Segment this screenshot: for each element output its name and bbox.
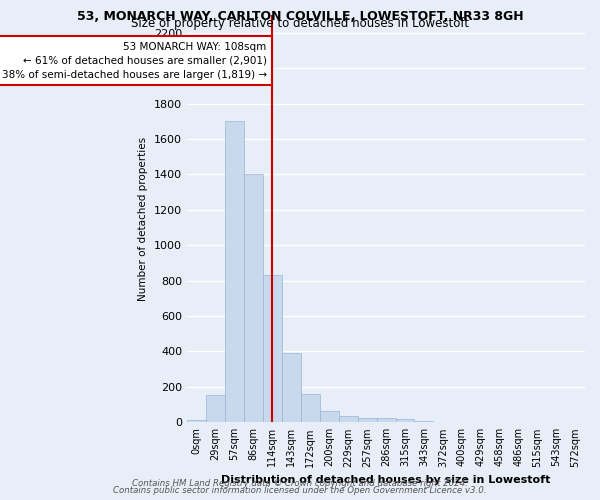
Bar <box>187 420 206 422</box>
Bar <box>206 395 225 422</box>
Bar <box>282 353 301 422</box>
Bar <box>263 276 282 422</box>
Bar <box>358 418 377 422</box>
Bar <box>377 418 395 422</box>
Bar <box>395 419 415 422</box>
Y-axis label: Number of detached properties: Number of detached properties <box>139 136 148 300</box>
Text: 53, MONARCH WAY, CARLTON COLVILLE, LOWESTOFT, NR33 8GH: 53, MONARCH WAY, CARLTON COLVILLE, LOWES… <box>77 10 523 23</box>
Bar <box>338 416 358 422</box>
Text: Size of property relative to detached houses in Lowestoft: Size of property relative to detached ho… <box>131 18 469 30</box>
Text: 53 MONARCH WAY: 108sqm
← 61% of detached houses are smaller (2,901)
38% of semi-: 53 MONARCH WAY: 108sqm ← 61% of detached… <box>2 42 266 80</box>
X-axis label: Distribution of detached houses by size in Lowestoft: Distribution of detached houses by size … <box>221 475 551 485</box>
Bar <box>301 394 320 422</box>
Bar <box>225 122 244 422</box>
Bar <box>244 174 263 422</box>
Text: Contains HM Land Registry data © Crown copyright and database right 2024.: Contains HM Land Registry data © Crown c… <box>132 478 468 488</box>
Text: Contains public sector information licensed under the Open Government Licence v3: Contains public sector information licen… <box>113 486 487 495</box>
Bar <box>320 411 338 422</box>
